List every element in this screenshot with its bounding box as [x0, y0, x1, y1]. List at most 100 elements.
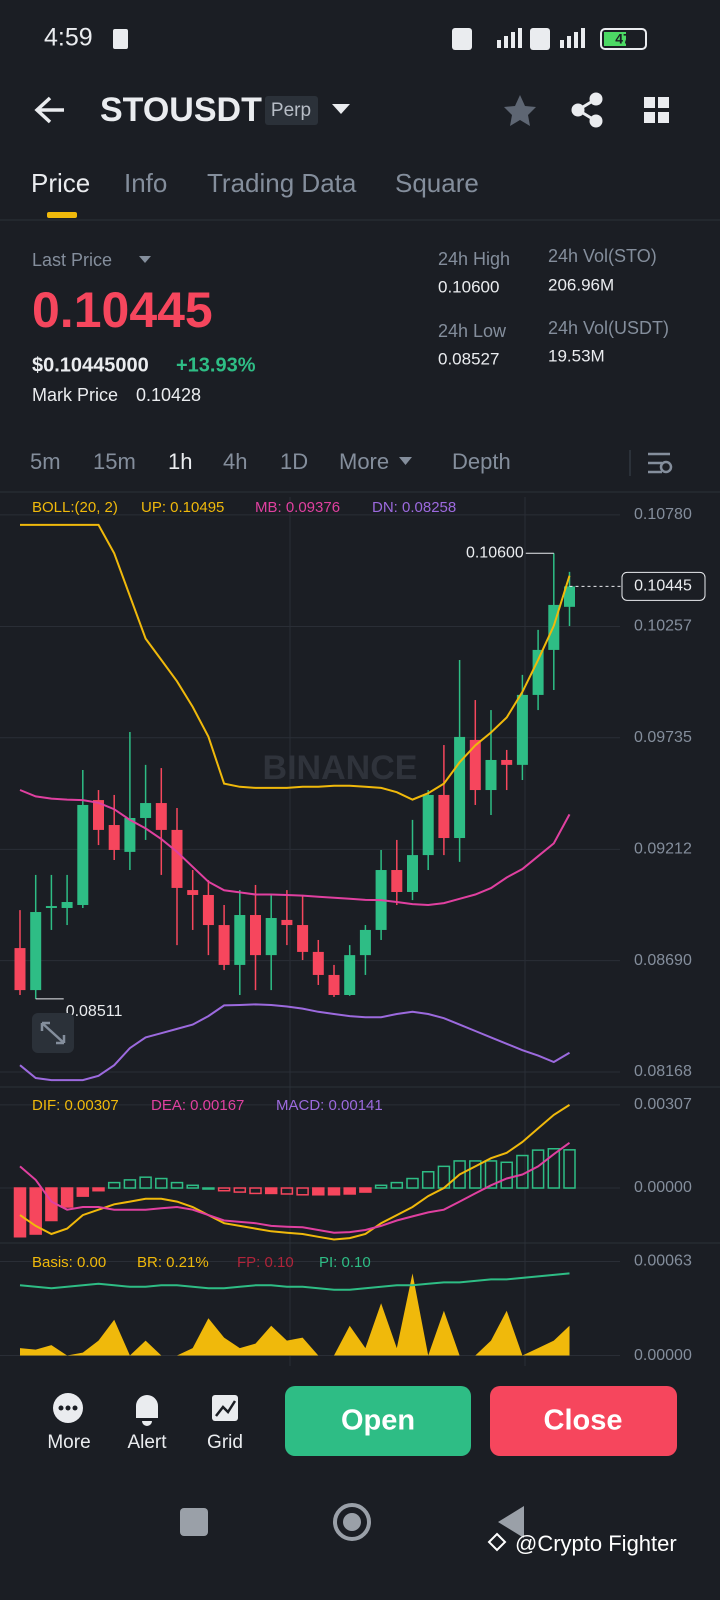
macd-bar [359, 1187, 372, 1193]
alert-icon[interactable] [136, 1395, 158, 1426]
candle-body [454, 736, 466, 839]
indicator-line [19, 1104, 571, 1241]
macd-bar [76, 1187, 90, 1197]
tab[interactable]: Price [31, 168, 90, 198]
candle-body [469, 739, 481, 791]
bottom-label[interactable]: Grid [207, 1432, 243, 1453]
symbol-dropdown[interactable] [332, 104, 350, 114]
back-button[interactable] [34, 96, 64, 124]
candle-body [93, 800, 104, 830]
more-dropdown[interactable] [399, 457, 412, 465]
battery [600, 28, 647, 50]
favorite[interactable] [504, 95, 536, 126]
candle-body [218, 925, 230, 965]
tab-indicator [47, 212, 77, 218]
interval[interactable]: 1D [280, 449, 308, 474]
stat-label: 24h Low [438, 321, 507, 341]
depth-tab[interactable]: Depth [452, 449, 511, 474]
candle-body [422, 794, 434, 856]
candle-body [328, 974, 340, 995]
candle-body [501, 759, 513, 765]
usd-price: $0.10445000 [32, 354, 149, 376]
macd-bar [390, 1181, 404, 1189]
nav-back[interactable] [498, 1506, 524, 1538]
macd-bar [217, 1187, 231, 1192]
watermark: @Crypto Fighter [515, 1531, 677, 1556]
candle-body [234, 915, 246, 965]
close-label[interactable]: Close [544, 1405, 623, 1437]
bottom-label[interactable]: Alert [127, 1432, 167, 1453]
bottom-label[interactable]: More [47, 1432, 90, 1453]
open-button[interactable] [285, 1386, 471, 1456]
candle-body [187, 890, 199, 895]
interval[interactable]: 1h [168, 449, 192, 474]
open-label[interactable]: Open [341, 1405, 415, 1437]
stat-value: 206.96M [548, 275, 614, 294]
macd-bar [484, 1160, 498, 1189]
legend-entry: PI: 0.10 [319, 1254, 371, 1271]
tab[interactable]: Square [395, 168, 479, 198]
interval[interactable]: 5m [30, 449, 61, 474]
signal-icons [452, 28, 585, 50]
stat-label: 24h Vol(STO) [548, 246, 657, 266]
nav-home-dot [343, 1513, 361, 1531]
legend-entry: MB: 0.09376 [255, 499, 340, 516]
interval[interactable]: More [339, 449, 389, 474]
macd-bar [264, 1187, 278, 1195]
macd-bar [563, 1149, 576, 1189]
y-tick-label: 0.10780 [634, 506, 692, 523]
macd-bar [421, 1171, 435, 1189]
mark-price: 0.10428 [136, 385, 201, 405]
last-price: 0.10445 [32, 282, 213, 338]
layout-menu[interactable] [644, 97, 669, 123]
macd-bar [170, 1181, 184, 1189]
macd-bar [249, 1187, 262, 1195]
y-tick-label: 0.00000 [634, 1179, 692, 1196]
mark-price-label: Mark Price [32, 385, 118, 405]
last-price-dropdown[interactable] [139, 256, 151, 263]
last-price-label: Last Price [32, 250, 112, 270]
indicator-line [19, 1141, 571, 1234]
price-change: +13.93% [176, 354, 256, 376]
macd-bar [280, 1187, 294, 1195]
battery-level [604, 32, 626, 46]
legend-entry: BOLL:(20, 2) [32, 499, 118, 516]
more-dots [58, 1405, 78, 1411]
candle-body [61, 902, 73, 908]
macd-bar [13, 1187, 27, 1238]
interval[interactable]: 4h [223, 449, 247, 474]
candle-body [344, 955, 356, 995]
macd-bar [312, 1187, 325, 1196]
nav-recents[interactable] [180, 1508, 208, 1536]
candle-body [140, 803, 152, 818]
stat-value: 19.53M [548, 346, 605, 365]
y-tick-label: 0.09212 [634, 841, 692, 858]
candle-body [14, 948, 26, 991]
close-button[interactable] [490, 1386, 677, 1456]
share[interactable] [571, 92, 603, 128]
chart-settings[interactable] [648, 452, 673, 474]
y-tick-label: 0.08168 [634, 1063, 692, 1080]
interval[interactable]: 15m [93, 449, 136, 474]
candle-body [485, 759, 497, 791]
y-tick-label: 0.09735 [634, 729, 692, 746]
candle-body [77, 804, 89, 905]
indicator-line [19, 1272, 570, 1291]
candle-body [155, 803, 167, 830]
candle-body [124, 817, 136, 852]
tab[interactable]: Info [124, 168, 167, 198]
legend-entry: Basis: 0.00 [32, 1254, 106, 1271]
grid-icon-line [215, 1400, 237, 1417]
macd-bar [123, 1179, 137, 1189]
tab[interactable]: Trading Data [207, 168, 357, 198]
stat-label: 24h Vol(USDT) [548, 318, 669, 338]
low-marker-label: 0.08511 [66, 1003, 123, 1020]
symbol[interactable]: STOUSDT [100, 91, 262, 129]
legend-entry: BR: 0.21% [137, 1254, 209, 1271]
macd-bar [92, 1187, 105, 1192]
macd-bar [469, 1160, 482, 1189]
legend-entry: DN: 0.08258 [372, 499, 456, 516]
nav-home[interactable] [333, 1503, 371, 1541]
